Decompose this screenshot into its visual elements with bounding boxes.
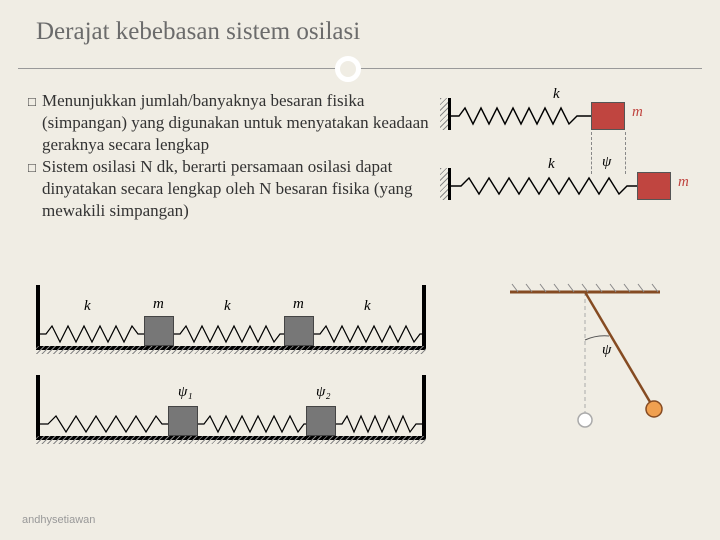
psi-label: ψ: [602, 342, 611, 359]
spring-icon: [40, 414, 168, 434]
spring-icon: [451, 106, 591, 126]
footer-author: andhysetiawan: [22, 514, 95, 526]
k-label: k: [224, 298, 231, 315]
diagram-coupled-displaced: ψ₁ ψ₂: [36, 380, 466, 440]
diagram-single-dof-rest: k m: [448, 90, 700, 150]
diagram-pendulum: ψ: [470, 280, 700, 440]
page-title: Derajat kebebasan sistem osilasi: [0, 0, 720, 54]
spring-icon: [314, 324, 422, 344]
spring-icon: [198, 414, 306, 434]
spring-icon: [336, 414, 422, 434]
m-label: m: [632, 104, 643, 121]
psi-label: ψ: [602, 154, 611, 171]
title-divider: [0, 54, 720, 84]
bullet-item: □ Menunjukkan jumlah/banyaknya besaran f…: [28, 90, 438, 156]
bullet-item: □ Sistem osilasi N dk, berarti persamaan…: [28, 156, 438, 222]
mass-block: [284, 316, 314, 346]
m-label: m: [293, 296, 304, 313]
k-label: k: [553, 86, 560, 103]
mass-block: [168, 406, 198, 436]
diagram-coupled-rest: k k k m m: [36, 290, 466, 350]
psi1-label: ψ₁: [178, 384, 193, 401]
mass-block: [591, 102, 625, 130]
k-label: k: [364, 298, 371, 315]
k-label: k: [84, 298, 91, 315]
mass-block: [637, 172, 671, 200]
spring-icon: [451, 176, 637, 196]
bullet-list: □ Menunjukkan jumlah/banyaknya besaran f…: [28, 90, 438, 230]
mass-block: [306, 406, 336, 436]
diagram-single-dof-displaced: k m ψ: [448, 160, 700, 220]
k-label: k: [548, 156, 555, 173]
spring-icon: [174, 324, 284, 344]
m-label: m: [153, 296, 164, 313]
ring-decoration: [335, 56, 361, 82]
m-label: m: [678, 174, 689, 191]
spring-icon: [40, 324, 144, 344]
mass-block: [144, 316, 174, 346]
psi2-label: ψ₂: [316, 384, 331, 401]
